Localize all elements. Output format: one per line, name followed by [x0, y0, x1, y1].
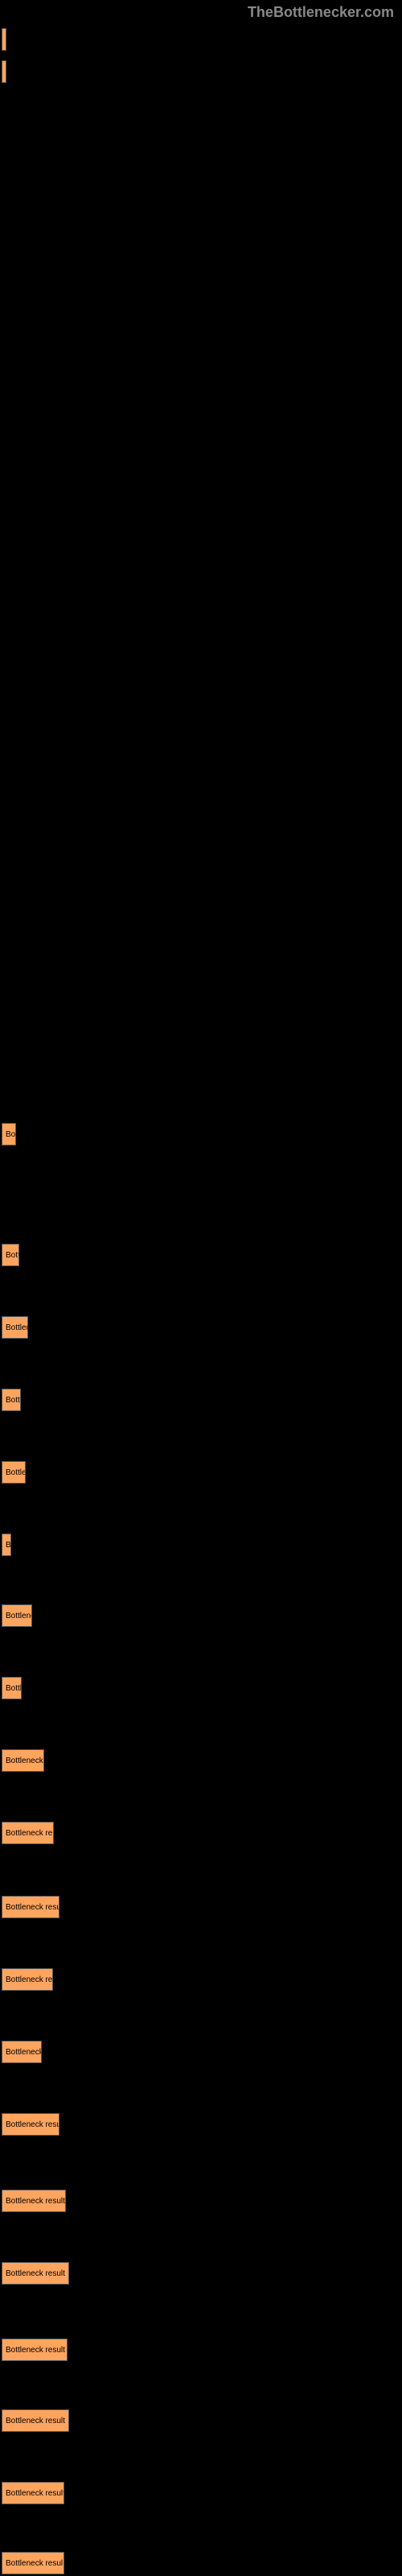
watermark-text: TheBottlenecker.com [248, 4, 394, 21]
chart-bar: Bottleneck r [2, 1749, 44, 1772]
chart-bar: Bottleneck resu [2, 2113, 59, 2136]
chart-bar [2, 60, 6, 83]
chart-bar: B [2, 1534, 11, 1556]
chart-bar: Bottleneck [2, 2041, 42, 2063]
chart-bar: Bottleneck result [2, 2262, 69, 2285]
chart-bar: Bottleneck result [2, 2190, 66, 2212]
chart-bar: Bottleneck result [2, 2482, 64, 2504]
chart-bar [2, 28, 6, 51]
chart-container: TheBottlenecker.com Bo Bott Bottlen Bott Bot… [0, 0, 402, 2576]
chart-bar: Bottlen [2, 1316, 28, 1339]
chart-bar: Bottleneck result [2, 2409, 69, 2432]
chart-bar: Bott [2, 1389, 21, 1411]
chart-bar: Bott [2, 1244, 19, 1266]
chart-bar: Bo [2, 1123, 16, 1146]
chart-bar: Bottleneck resu [2, 1896, 59, 1918]
chart-bar: Bottleneck re [2, 1822, 54, 1844]
chart-bar: Bottleneck resul [2, 2552, 64, 2574]
chart-bar: Bottleneck result [2, 2339, 68, 2361]
chart-bar: Bottle [2, 1461, 26, 1484]
chart-bar: Bottleneck res [2, 1968, 53, 1991]
chart-bar: Bottl [2, 1677, 22, 1699]
chart-bar: Bottlene [2, 1604, 32, 1627]
